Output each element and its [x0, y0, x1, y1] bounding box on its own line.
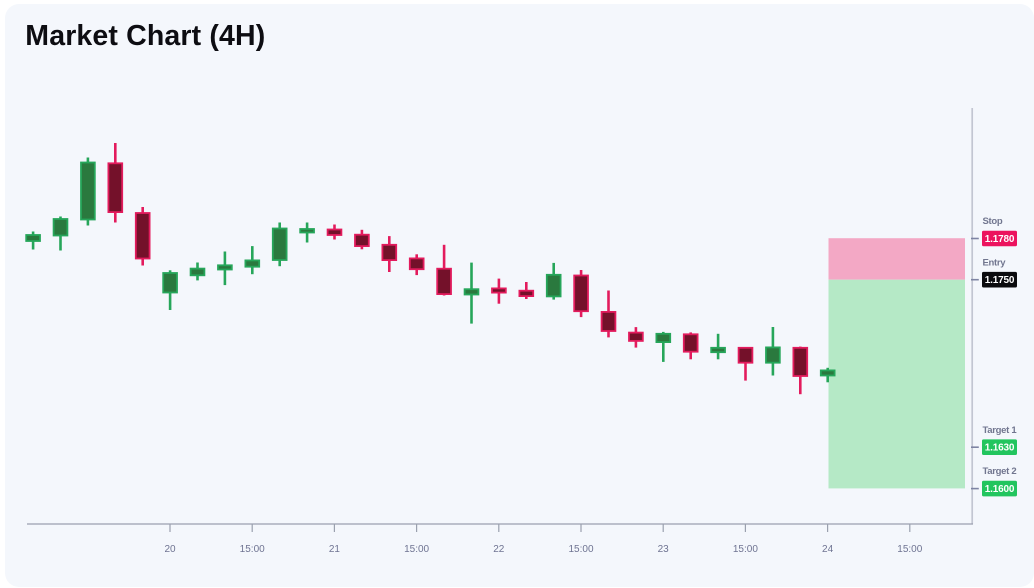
svg-text:Entry: Entry	[983, 257, 1007, 268]
svg-text:15:00: 15:00	[897, 544, 922, 555]
svg-text:24: 24	[822, 544, 834, 555]
svg-text:20: 20	[164, 544, 176, 555]
svg-text:Target 1: Target 1	[983, 425, 1018, 436]
svg-text:Target 2: Target 2	[983, 466, 1017, 477]
svg-text:23: 23	[658, 544, 670, 555]
svg-text:22: 22	[493, 544, 505, 555]
svg-text:1.1630: 1.1630	[985, 443, 1015, 454]
svg-text:1.1750: 1.1750	[985, 275, 1015, 286]
svg-text:15:00: 15:00	[733, 544, 758, 555]
svg-text:15:00: 15:00	[404, 544, 429, 555]
svg-text:21: 21	[329, 544, 341, 555]
svg-text:15:00: 15:00	[568, 544, 593, 555]
svg-text:Stop: Stop	[983, 216, 1003, 227]
svg-text:1.1600: 1.1600	[985, 484, 1015, 495]
svg-text:1.1780: 1.1780	[985, 234, 1015, 245]
svg-text:15:00: 15:00	[240, 544, 265, 555]
